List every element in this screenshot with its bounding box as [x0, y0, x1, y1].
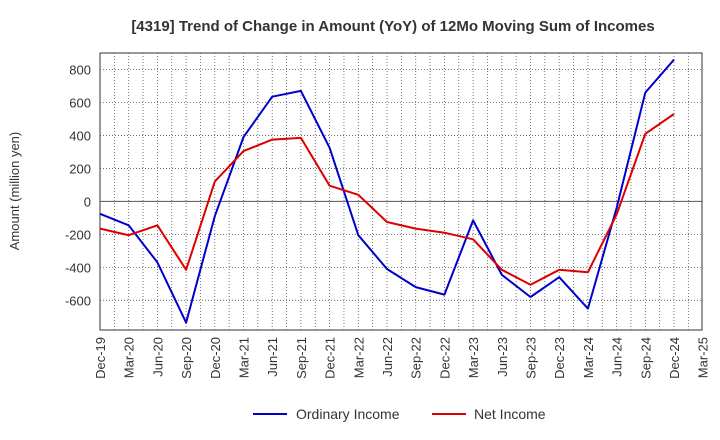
- x-tick-label-21: Mar-25: [696, 337, 711, 378]
- y-tick-labels: 800 600 400 200 0 -200 -400 -600: [65, 62, 91, 308]
- y-tick-label-4: 0: [84, 194, 91, 209]
- x-tick-label-6: Jun-21: [265, 337, 280, 377]
- x-tick-label-18: Jun-24: [610, 337, 625, 377]
- x-tick-label-19: Sep-24: [638, 337, 653, 379]
- x-tick-label-8: Dec-21: [323, 337, 338, 379]
- x-tick-label-7: Sep-21: [294, 337, 309, 379]
- legend-label-ordinary-income: Ordinary Income: [296, 406, 400, 422]
- x-tick-label-11: Sep-22: [409, 337, 424, 379]
- y-tick-label-5: -200: [65, 227, 91, 242]
- x-tick-label-17: Mar-24: [581, 337, 596, 378]
- x-tick-label-1: Mar-20: [122, 337, 137, 378]
- chart-title: [4319] Trend of Change in Amount (YoY) o…: [131, 18, 654, 35]
- x-tick-label-13: Mar-23: [466, 337, 481, 378]
- x-tick-label-4: Dec-20: [208, 337, 223, 379]
- y-axis-label: Amount (million yen): [7, 132, 22, 251]
- x-tick-label-14: Jun-23: [495, 337, 510, 377]
- x-tick-label-15: Sep-23: [524, 337, 539, 379]
- y-tick-label-6: -400: [65, 260, 91, 275]
- x-tick-label-10: Jun-22: [380, 337, 395, 377]
- x-tick-label-2: Jun-20: [150, 337, 165, 377]
- x-tick-label-20: Dec-24: [667, 337, 682, 379]
- x-tick-label-9: Mar-22: [351, 337, 366, 378]
- y-tick-label-0: 800: [69, 62, 91, 77]
- legend-label-net-income: Net Income: [474, 406, 546, 422]
- y-tick-label-1: 600: [69, 95, 91, 110]
- x-tick-label-12: Dec-22: [437, 337, 452, 379]
- series-line-net-income: [99, 113, 675, 286]
- y-tick-label-3: 200: [69, 161, 91, 176]
- x-tick-label-3: Sep-20: [179, 337, 194, 379]
- y-tick-label-2: 400: [69, 128, 91, 143]
- grid-lines: [100, 53, 702, 330]
- x-tick-labels: Dec-19 Mar-20 Jun-20 Sep-20 Dec-20 Mar-21 Jun-…: [93, 337, 711, 379]
- x-tick-label-16: Dec-23: [552, 337, 567, 379]
- series-line-ordinary-income: [99, 58, 675, 324]
- y-tick-label-7: -600: [65, 293, 91, 308]
- x-tick-label-0: Dec-19: [93, 337, 108, 379]
- legend: Ordinary Income Net Income: [253, 406, 546, 422]
- series-group: [99, 58, 675, 324]
- x-tick-label-5: Mar-21: [237, 337, 252, 378]
